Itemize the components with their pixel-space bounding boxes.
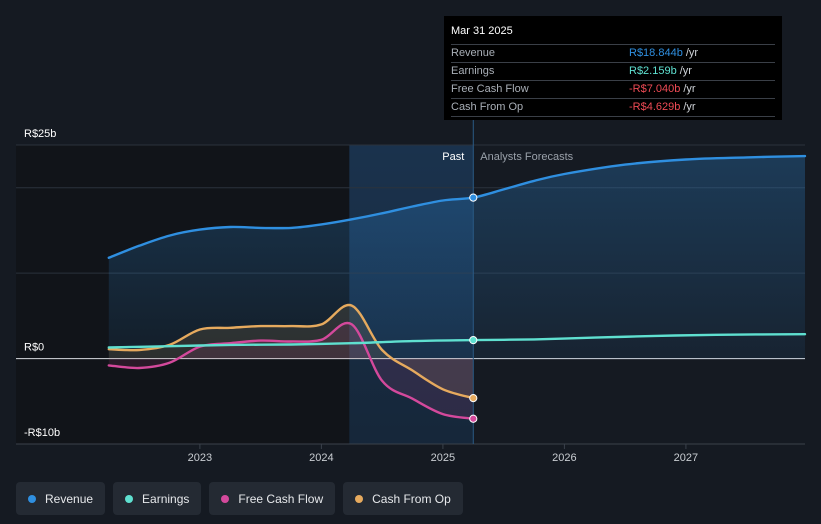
tooltip: Mar 31 2025 Revenue R$18.844b /yr Earnin…: [444, 16, 782, 120]
tooltip-row-free-cash-flow: Free Cash Flow -R$7.040b /yr: [451, 81, 775, 99]
tooltip-value-cash-from-op: -R$4.629b: [629, 101, 681, 113]
tooltip-date: Mar 31 2025: [451, 22, 775, 45]
legend-item-cash-from-op[interactable]: Cash From Op: [343, 482, 463, 515]
series-line-free-cash-flow: [107, 321, 475, 420]
legend-dot-cash-from-op-icon: [355, 494, 364, 503]
tooltip-unit-cash-from-op: /yr: [683, 101, 696, 113]
tooltip-row-cash-from-op: Cash From Op -R$4.629b /yr: [451, 99, 775, 117]
revenue-area: [108, 156, 806, 359]
tooltip-label-cash-from-op: Cash From Op: [451, 101, 524, 113]
y-tick-label: -R$10b: [24, 427, 60, 439]
marker-cash-from-op: [469, 394, 478, 403]
x-tick-label: 2024: [309, 452, 333, 464]
x-tick-label: 2027: [674, 452, 698, 464]
marker-revenue: [469, 193, 478, 202]
tooltip-label-free-cash-flow: Free Cash Flow: [451, 83, 529, 95]
legend-dot-free-cash-flow-icon: [221, 494, 230, 503]
tooltip-value-earnings: R$2.159b: [629, 65, 677, 77]
tooltip-label-earnings: Earnings: [451, 65, 495, 77]
marker-free-cash-flow: [469, 414, 478, 423]
tooltip-value-free-cash-flow: -R$7.040b: [629, 83, 681, 95]
y-tick-label: R$0: [24, 342, 44, 354]
legend-item-free-cash-flow[interactable]: Free Cash Flow: [209, 482, 336, 515]
legend-item-revenue[interactable]: Revenue: [16, 482, 106, 515]
series-line-revenue: [107, 154, 807, 259]
series-line-cash-from-op: [107, 303, 475, 400]
x-tick-label: 2025: [431, 452, 455, 464]
legend-label-free-cash-flow: Free Cash Flow: [238, 491, 324, 506]
y-tick-label: R$25b: [24, 128, 56, 140]
legend-dot-earnings-icon: [125, 494, 134, 503]
tooltip-row-revenue: Revenue R$18.844b /yr: [451, 45, 775, 63]
legend-dot-revenue-icon: [28, 494, 36, 503]
forecast-label: Analysts Forecasts: [480, 151, 573, 163]
marker-earnings: [469, 336, 478, 345]
legend-item-earnings[interactable]: Earnings: [113, 482, 202, 515]
tooltip-unit-earnings: /yr: [679, 65, 692, 77]
tooltip-label-revenue: Revenue: [451, 47, 496, 59]
series-line-earnings: [107, 333, 807, 349]
legend-label-revenue: Revenue: [45, 491, 94, 506]
legend-label-cash-from-op: Cash From Op: [372, 491, 451, 506]
legend-label-earnings: Earnings: [142, 491, 190, 506]
x-tick-label: 2026: [552, 452, 576, 464]
tooltip-unit-revenue: /yr: [685, 47, 699, 59]
tooltip-row-earnings: Earnings R$2.159b /yr: [451, 63, 775, 81]
x-tick-label: 2023: [188, 452, 212, 464]
tooltip-unit-free-cash-flow: /yr: [683, 83, 696, 95]
past-label: Past: [442, 151, 464, 163]
legend: Revenue Earnings Free Cash Flow Cash Fro…: [16, 482, 463, 515]
tooltip-value-revenue: R$18.844b: [629, 47, 683, 59]
series-area-cash-from-op: [108, 304, 474, 399]
